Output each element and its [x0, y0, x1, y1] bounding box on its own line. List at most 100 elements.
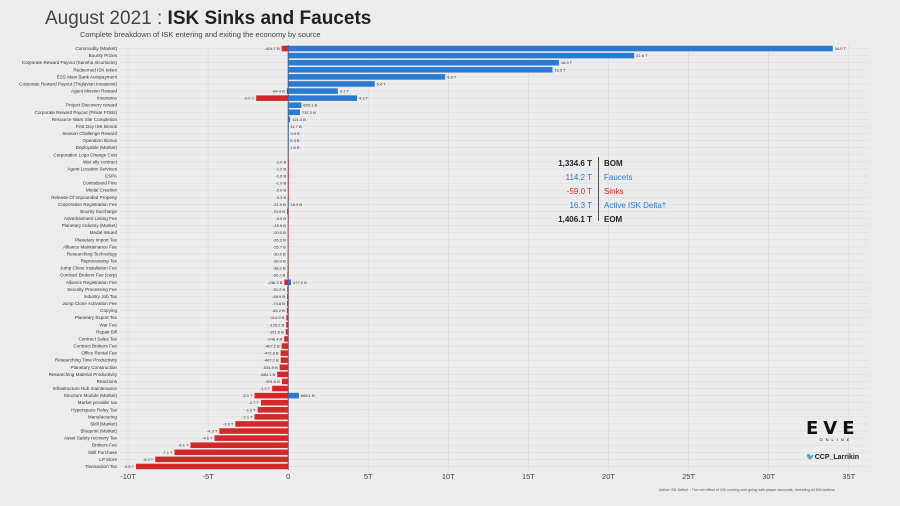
- sink-bar: [277, 371, 289, 378]
- faucet-value-label: 11.7 B: [290, 124, 302, 129]
- category-label: Planetary Industry (Market): [62, 223, 118, 228]
- faucet-bar: [288, 116, 291, 123]
- summary-row-bom: 1,334.6 T BOM: [540, 157, 680, 171]
- title-date: August 2021 :: [45, 8, 168, 29]
- category-label: Deployable (Market): [76, 145, 118, 150]
- faucet-bar: [288, 95, 358, 101]
- sink-bar: [287, 237, 289, 243]
- category-label: Contract Sales Tax: [79, 336, 118, 341]
- category-label: Corporate Reward Payout (Triglavian Inva…: [19, 81, 117, 86]
- sink-value-label: -7.1 T: [162, 450, 173, 455]
- title-main: ISK Sinks and Faucets: [167, 8, 372, 29]
- category-label: Planetary Export Tax: [75, 315, 118, 320]
- sink-value-label: -236.3 B: [267, 280, 282, 285]
- sink-bar: [288, 187, 289, 193]
- faucet-bar: [288, 201, 289, 208]
- twitter-icon: 🐦: [806, 454, 815, 461]
- summary-value: 16.3 T: [569, 201, 592, 210]
- category-label: Insurance: [97, 96, 118, 101]
- sink-value-label: -74.8 B: [272, 301, 285, 306]
- summary-row-faucets: 114.2 T Faucets: [540, 171, 680, 185]
- sink-bar: [281, 343, 289, 349]
- sink-value-label: -2.0 T: [244, 96, 255, 101]
- sink-value-label: -246.4 B: [267, 336, 282, 341]
- sink-value-label: -1.6 B: [275, 174, 286, 179]
- sink-value-label: -1.7 T: [249, 400, 260, 405]
- sink-bar: [136, 463, 289, 470]
- sink-value-label: -38.2 B: [273, 266, 286, 271]
- faucet-value-label: 825.1 B: [303, 103, 317, 108]
- sink-value-label: -20.0 B: [273, 230, 286, 235]
- category-label: Project Discovery reward: [66, 103, 118, 108]
- sink-bar: [280, 350, 289, 356]
- sink-bar: [280, 357, 289, 363]
- sink-bar: [155, 456, 289, 463]
- x-tick-label: 5T: [364, 472, 373, 481]
- faucet-value-label: 5.3 B: [290, 138, 300, 143]
- sink-bar: [287, 293, 289, 300]
- sink-bar: [284, 336, 289, 342]
- faucet-value-label: 9.9 B: [290, 131, 300, 136]
- chart-subtitle: Complete breakdown of ISK entering and e…: [80, 30, 321, 39]
- category-label: Researching Technology: [67, 251, 118, 256]
- category-label: Alliance Registration Fee: [66, 280, 118, 285]
- category-label: Medal Creation: [86, 188, 118, 193]
- sink-value-label: -2.0 B: [275, 188, 286, 193]
- category-label: LP Store: [99, 457, 117, 462]
- faucet-bar: [288, 59, 559, 66]
- faucet-bar: [288, 109, 300, 116]
- category-label: Skill (Market): [90, 421, 117, 426]
- x-tick-label: 10T: [442, 472, 455, 481]
- category-label: Contract Brokers Fee: [73, 344, 117, 349]
- category-label: War Fee: [100, 322, 118, 327]
- sink-value-label: -9.5 T: [124, 464, 135, 469]
- x-tick-label: 30T: [762, 472, 775, 481]
- sink-value-label: -684.1 B: [260, 372, 275, 377]
- faucet-bar: [288, 88, 338, 94]
- sink-bar: [285, 329, 289, 335]
- faucet-bar: [288, 52, 635, 59]
- category-label: Repair Bill: [96, 329, 117, 334]
- sink-value-label: -151.6 B: [269, 329, 284, 334]
- sink-bar: [286, 322, 289, 328]
- faucet-bar: [288, 279, 292, 286]
- sink-bar: [287, 229, 289, 236]
- summary-divider: [598, 157, 599, 221]
- sink-value-label: -30.3 B: [273, 259, 286, 264]
- summary-label: Sinks: [604, 187, 624, 196]
- faucet-bar: [288, 81, 375, 87]
- category-label: Resource Wars Site Completion: [52, 117, 118, 122]
- sink-bar: [286, 307, 289, 314]
- summary-value: 1,334.6 T: [558, 159, 592, 168]
- sink-value-label: -1.9 T: [245, 407, 256, 412]
- category-label: First Day ISK Bonus: [76, 124, 118, 129]
- logo-main-text: EVE: [806, 418, 860, 439]
- category-label: Corporation Logo Change Cost: [53, 152, 117, 157]
- sink-value-label: -467.2 B: [264, 358, 279, 363]
- sink-value-label: -15.5 B: [273, 223, 286, 228]
- category-label: Jump Clone Installation Fee: [60, 266, 117, 271]
- sink-bar: [214, 435, 289, 441]
- twitter-handle[interactable]: 🐦CCP_Larrikin: [806, 453, 859, 461]
- summary-row-sinks: -59.0 T Sinks: [540, 185, 680, 199]
- faucet-bar: [288, 67, 553, 73]
- faucet-value-label: 34.0 T: [835, 46, 847, 51]
- summary-value: -59.0 T: [566, 187, 592, 196]
- sink-bar: [287, 222, 289, 229]
- sink-value-label: -6.1 T: [178, 443, 189, 448]
- sink-value-label: -8.3 T: [143, 457, 154, 462]
- sink-value-label: -26.3 B: [273, 237, 286, 242]
- faucet-value-label: 9.8 T: [447, 74, 457, 79]
- sink-value-label: -1.0 B: [275, 159, 286, 164]
- category-label: Contraband Fine: [83, 181, 118, 186]
- sink-value-label: -84.2 B: [272, 308, 285, 313]
- sink-value-label: -4.6 T: [202, 436, 213, 441]
- category-label: ESS Main Bank Autopayment: [57, 74, 118, 79]
- faucet-value-label: 668.1 B: [301, 393, 315, 398]
- footnote: Active ISK Delta† : The net effect of IS…: [659, 488, 836, 492]
- sink-bar: [281, 378, 289, 385]
- category-label: Corporate Reward Payout (Pirate FOBs): [35, 110, 118, 115]
- sink-bar: [174, 449, 289, 456]
- faucet-bar: [288, 137, 289, 144]
- sink-bar: [256, 95, 289, 101]
